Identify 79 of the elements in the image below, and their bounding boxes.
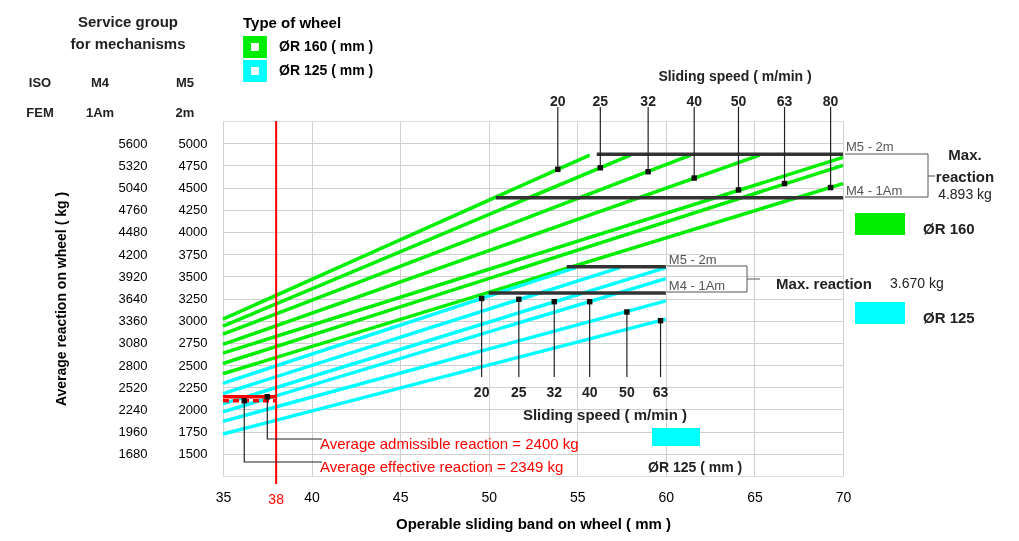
y2-tick-label: 4250	[178, 202, 208, 218]
annotation: 32	[546, 384, 563, 400]
text: 3.670 kg	[890, 275, 944, 291]
series-label: M5 - 2m	[846, 139, 894, 155]
y-tick-label: 2520	[118, 379, 148, 395]
y-tick-label: 1960	[118, 424, 148, 440]
x-tick-label: 70	[835, 488, 852, 505]
y-tick-label: 4480	[118, 224, 148, 240]
y-tick-label: 3640	[118, 291, 148, 306]
text: Max. reaction	[935, 146, 995, 185]
y-tick-label: 5600	[118, 135, 148, 151]
text: Sliding speed ( m/min )	[658, 68, 812, 84]
annotation: 63	[776, 93, 793, 109]
legend-label: ØR 160 ( mm )	[279, 38, 374, 54]
y2-tick-label: 3500	[178, 268, 208, 284]
y-tick-label: 3080	[118, 335, 148, 351]
series-label: M4 - 1Am	[668, 277, 726, 293]
annotation: Average effective reaction = 2349 kg	[320, 458, 564, 475]
text: ISO	[28, 75, 52, 90]
y-tick-label: 5320	[118, 157, 148, 173]
y2-tick-label: 2250	[178, 379, 208, 395]
legend-title: Type of wheel	[243, 14, 342, 31]
y2-tick-label: 2000	[178, 401, 208, 417]
text: Service group for mechanisms	[70, 13, 186, 52]
y-tick-label: 2240	[118, 401, 148, 417]
annotation: 25	[511, 384, 527, 400]
text: ØR 160	[923, 220, 975, 237]
x-tick-label: 60	[658, 488, 675, 505]
series-label: M4 - 1Am	[846, 182, 903, 198]
annotation: 40	[686, 93, 703, 109]
x-axis-title: Operable sliding band on wheel ( mm )	[395, 514, 672, 532]
y2-tick-label: 2500	[178, 357, 208, 373]
y-tick-label: 3360	[118, 313, 148, 329]
annotation: 20	[550, 93, 566, 109]
y2-tick-label: 2750	[178, 335, 208, 351]
annotation: Sliding speed ( m/min )	[522, 406, 688, 423]
y2-tick-label: 3750	[178, 246, 208, 262]
x-tick-label: 35	[215, 488, 232, 505]
annotation: 63	[652, 384, 669, 400]
y-tick-label: 4200	[118, 246, 148, 262]
y2-tick-label: 4500	[178, 180, 208, 196]
y-tick-label: 3920	[118, 268, 148, 284]
y-axis-title: Average reaction on wheel ( kg )	[52, 191, 69, 407]
x-tick-label: 40	[304, 488, 321, 505]
text: ØR 125	[923, 309, 975, 326]
text: 4.893 kg	[938, 186, 992, 202]
annotation: ØR 125 ( mm )	[648, 459, 743, 475]
x-tick-label: 65	[747, 488, 763, 505]
text: FEM	[26, 105, 54, 120]
annotation: Average admissible reaction = 2400 kg	[320, 435, 579, 452]
ref-line-label: 38	[268, 491, 285, 507]
annotation: Max. reaction	[776, 275, 872, 292]
y2-tick-label: 4750	[178, 157, 208, 173]
x-tick-label: 45	[392, 488, 409, 505]
series-label: M5 - 2m	[668, 251, 717, 267]
legend-label: ØR 125 ( mm )	[279, 62, 374, 78]
y2-tick-label: 3250	[178, 291, 208, 306]
y2-tick-label: 1750	[178, 424, 208, 440]
text: 1Am	[85, 105, 115, 120]
text: M5	[175, 75, 195, 90]
y2-tick-label: 5000	[178, 135, 208, 151]
x-tick-label: 50	[481, 488, 498, 505]
text: M4	[90, 75, 110, 90]
y-tick-label: 5040	[118, 180, 148, 196]
x-tick-label: 55	[570, 488, 586, 505]
y2-tick-label: 3000	[178, 313, 208, 329]
y-tick-label: 4760	[118, 202, 148, 218]
annotation: 32	[640, 93, 657, 109]
annotation: 20	[473, 384, 490, 400]
y-tick-label: 1680	[118, 446, 148, 462]
y-tick-label: 2800	[118, 357, 148, 373]
annotation: 80	[822, 93, 839, 109]
annotation: 50	[619, 384, 635, 400]
y2-tick-label: 4000	[178, 224, 208, 240]
annotation: 50	[730, 93, 747, 109]
text: 2m	[175, 105, 195, 120]
annotation: 40	[581, 384, 598, 400]
y2-tick-label: 1500	[178, 446, 208, 462]
annotation: 25	[592, 93, 609, 109]
